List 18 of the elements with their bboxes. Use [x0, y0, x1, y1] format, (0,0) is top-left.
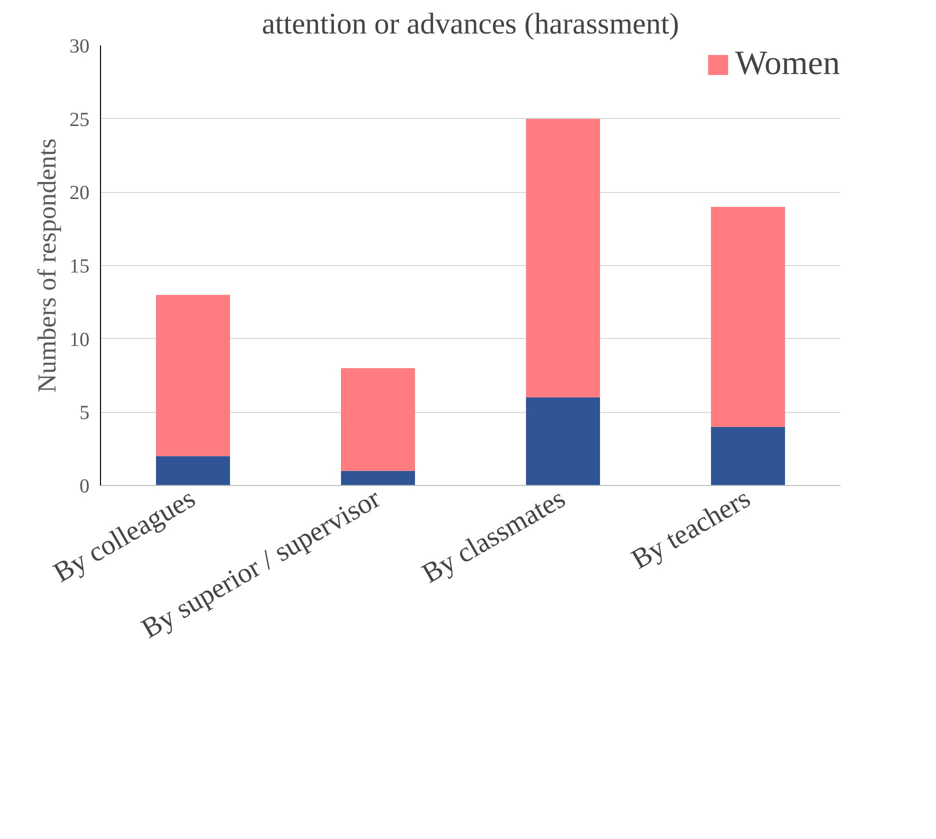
- y-tick-label: 25: [70, 108, 90, 131]
- bar: [341, 368, 415, 471]
- bar: [156, 294, 230, 456]
- y-tick-label: 5: [80, 402, 90, 424]
- bar: [711, 206, 785, 427]
- bar: [526, 118, 600, 398]
- y-tick-label: 30: [70, 36, 90, 58]
- bar: [711, 426, 785, 486]
- y-tick-label: 0: [80, 476, 90, 498]
- y-axis-title: Numbers of respondents: [32, 138, 62, 393]
- bar: [156, 456, 230, 486]
- bar: [526, 398, 600, 486]
- legend-label: Women: [735, 45, 840, 83]
- chart-title: attention or advances (harassment): [262, 8, 680, 40]
- y-tick-label: 10: [70, 328, 90, 351]
- y-tick-label: 15: [70, 256, 90, 278]
- bar: [341, 470, 415, 486]
- y-tick-label: 20: [70, 182, 90, 204]
